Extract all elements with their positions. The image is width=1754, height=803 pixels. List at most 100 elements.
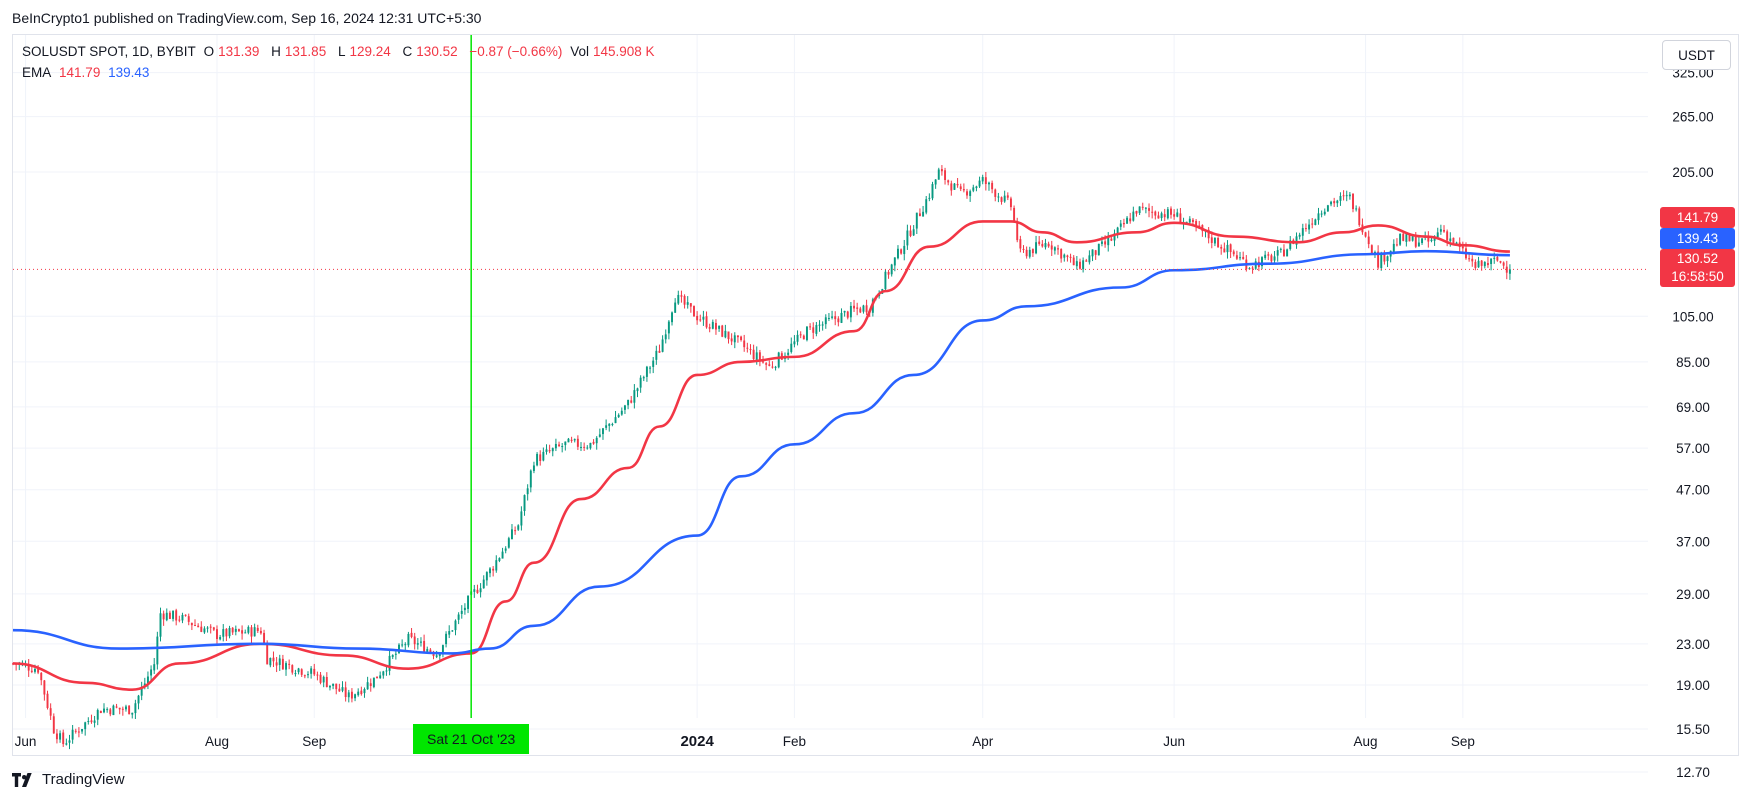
candle-body xyxy=(1016,221,1019,241)
candle-body xyxy=(316,674,319,676)
y-tick-label: 105.00 xyxy=(1672,309,1713,324)
candle-body xyxy=(335,683,338,690)
candle-body xyxy=(602,428,604,435)
candle-body xyxy=(278,658,281,665)
candle-body xyxy=(1044,243,1047,248)
candle-body xyxy=(1452,237,1455,244)
candle-body xyxy=(846,311,849,318)
candle-body xyxy=(269,658,272,666)
legend-high: H 131.85 xyxy=(271,44,330,59)
candle-body xyxy=(322,676,325,683)
candle-body xyxy=(1097,243,1100,256)
candle-body xyxy=(1050,245,1053,250)
candle-body xyxy=(476,589,479,593)
candle-body xyxy=(736,335,739,338)
candle-body xyxy=(978,180,981,187)
candle-body xyxy=(429,649,432,652)
candle-body xyxy=(937,169,940,180)
ema-fast-value: 141.79 xyxy=(59,65,101,80)
candle-body xyxy=(46,693,49,708)
candle-body xyxy=(683,295,686,305)
ema-line[interactable] xyxy=(12,220,1510,691)
candle-body xyxy=(589,442,592,449)
candle-body xyxy=(1449,238,1452,242)
candle-body xyxy=(1217,237,1220,248)
candle-body xyxy=(1107,237,1110,246)
candle-body xyxy=(328,685,331,688)
candle-body xyxy=(423,640,426,653)
candle-body xyxy=(627,399,630,406)
y-tick-label: 12.70 xyxy=(1676,765,1710,780)
candle-body xyxy=(630,400,633,403)
legend-low-value: 129.24 xyxy=(349,44,391,59)
candle-body xyxy=(918,213,921,216)
candle-body xyxy=(435,655,438,657)
legend-close: C 130.52 xyxy=(403,44,462,59)
candle-body xyxy=(580,446,582,448)
candle-body xyxy=(558,444,561,446)
candle-body xyxy=(1471,258,1474,262)
candle-body xyxy=(363,689,366,694)
candle-body xyxy=(501,551,504,559)
candle-body xyxy=(658,350,661,353)
candle-body xyxy=(1148,208,1150,211)
candle-body xyxy=(774,366,777,368)
candle-body xyxy=(655,350,658,360)
candle-body xyxy=(1301,228,1304,236)
candle-body xyxy=(319,674,322,683)
candle-body xyxy=(1126,217,1129,224)
candle-body xyxy=(52,716,55,734)
candle-body xyxy=(74,730,77,732)
candle-body xyxy=(1028,249,1031,257)
tradingview-logo[interactable]: TradingView xyxy=(12,771,125,788)
candle-body xyxy=(1358,208,1361,226)
candle-body xyxy=(473,589,476,592)
candle-body xyxy=(821,324,824,326)
candle-body xyxy=(463,607,466,611)
candle-body xyxy=(1414,235,1417,247)
currency-button[interactable]: USDT xyxy=(1662,40,1731,70)
legend-low-label: L xyxy=(337,44,346,59)
candle-body xyxy=(1308,224,1311,230)
candle-body xyxy=(740,336,743,341)
candle-body xyxy=(903,245,906,255)
candle-body xyxy=(1386,256,1389,262)
candle-body xyxy=(765,363,768,365)
candle-body xyxy=(200,626,203,632)
candle-body xyxy=(1468,258,1471,260)
candle-body xyxy=(1248,268,1251,270)
tradingview-brand: TradingView xyxy=(42,771,125,788)
candle-body xyxy=(165,612,168,621)
candle-body xyxy=(1242,256,1245,260)
candle-body xyxy=(714,322,717,330)
candle-body xyxy=(209,626,212,628)
candle-body xyxy=(997,196,1000,198)
candle-body xyxy=(1132,211,1135,221)
x-tick-label: Jun xyxy=(15,734,37,749)
y-tick-label: 19.00 xyxy=(1676,678,1710,693)
ema-legend[interactable]: EMA 141.79 139.43 xyxy=(22,65,153,80)
candle-body xyxy=(1019,239,1022,249)
candle-body xyxy=(1355,208,1358,210)
candle-body xyxy=(1408,234,1411,242)
candle-body xyxy=(896,248,899,259)
candle-body xyxy=(536,453,539,466)
candle-body xyxy=(96,710,99,720)
candle-body xyxy=(1405,234,1408,242)
legend-open-label: O xyxy=(203,44,215,59)
candle-body xyxy=(451,630,454,632)
ema-line[interactable] xyxy=(12,249,1510,655)
candle-body xyxy=(975,186,978,189)
candle-body xyxy=(1154,211,1157,216)
candle-body xyxy=(372,677,375,688)
candle-body xyxy=(416,643,419,645)
candle-body xyxy=(350,691,353,699)
candle-body xyxy=(636,388,639,392)
candle-body xyxy=(219,637,222,640)
candle-body xyxy=(931,184,934,199)
candle-body xyxy=(93,720,96,723)
candle-body xyxy=(1289,240,1292,249)
candle-body xyxy=(1439,229,1442,232)
candle-body xyxy=(1013,207,1016,222)
